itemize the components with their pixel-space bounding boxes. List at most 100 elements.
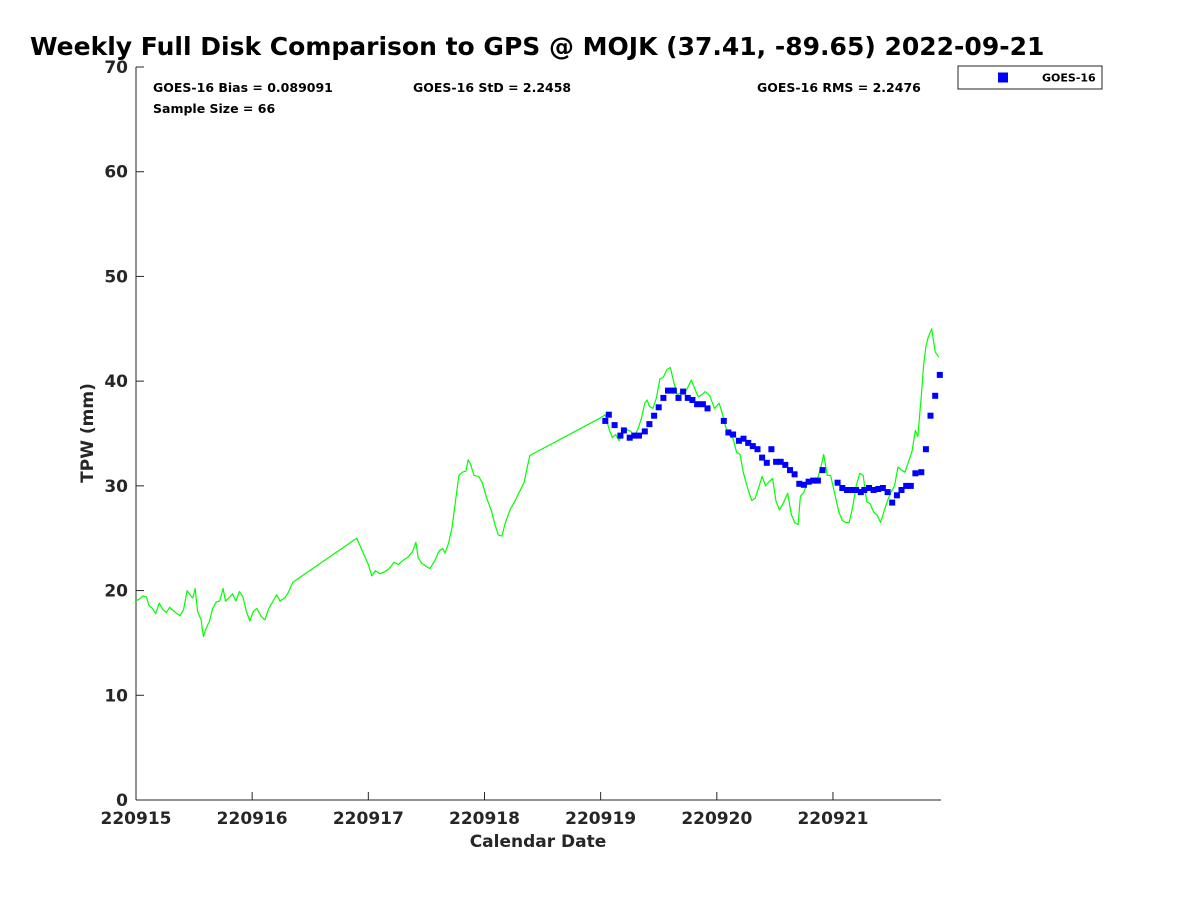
goes16-point — [810, 477, 817, 484]
goes16-point — [853, 487, 860, 493]
goes16-point — [932, 392, 939, 399]
goes16-point — [884, 489, 891, 496]
goes16-point — [796, 480, 803, 487]
gps-line — [135, 328, 940, 638]
y-axis-label: TPW (mm) — [78, 383, 98, 483]
legend-entry-goes16: GOES-16 — [1042, 72, 1096, 85]
goes16-point — [680, 388, 687, 395]
goes16-point — [848, 487, 855, 493]
goes16-point — [660, 394, 667, 401]
goes16-point — [636, 432, 642, 439]
y-tick-label: 20 — [104, 582, 128, 602]
y-axis-ticks: 0 10 20 30 40 50 60 70 — [104, 58, 144, 811]
goes16-point — [927, 412, 934, 419]
goes16-point — [617, 432, 624, 439]
stat-sample-size: Sample Size = 66 — [153, 101, 275, 116]
x-tick-label: 220918 — [449, 809, 520, 829]
goes16-point — [870, 487, 877, 493]
goes16-point — [620, 427, 627, 434]
goes16-point — [749, 443, 756, 450]
goes16-point — [893, 492, 900, 499]
goes16-point — [782, 461, 789, 468]
legend: GOES-16 — [957, 65, 1103, 90]
axes-background — [136, 67, 941, 800]
goes16-point — [631, 432, 638, 439]
goes16-point — [754, 446, 761, 453]
x-tick-label: 220915 — [101, 809, 172, 829]
x-tick-label: 220919 — [565, 809, 636, 829]
gps-line-series — [135, 328, 940, 638]
y-tick-label: 50 — [104, 267, 128, 287]
goes16-point — [936, 371, 943, 378]
goes16-point — [800, 481, 807, 488]
x-tick-label: 220920 — [681, 809, 752, 829]
goes16-marker-series — [602, 371, 943, 506]
goes16-point — [861, 487, 868, 493]
goes16-point — [819, 467, 826, 474]
goes16-point — [699, 401, 706, 408]
goes16-point — [834, 479, 841, 486]
goes16-point — [903, 482, 910, 489]
goes16-point — [655, 404, 662, 411]
goes16-point — [866, 485, 872, 491]
goes16-point — [651, 412, 658, 419]
goes16-point — [725, 429, 732, 436]
goes16-point — [670, 387, 677, 394]
y-tick-label: 70 — [104, 58, 128, 78]
goes16-point — [805, 478, 812, 485]
stat-rms: GOES-16 RMS = 2.2476 — [757, 80, 921, 95]
x-tick-label: 220916 — [217, 809, 288, 829]
goes16-point — [735, 437, 742, 444]
goes16-point — [922, 446, 929, 453]
legend-marker — [998, 72, 1008, 83]
goes16-point — [898, 487, 905, 493]
goes16-point — [626, 434, 633, 441]
goes16-point — [675, 394, 682, 401]
goes16-point — [745, 439, 752, 446]
goes16-point — [684, 394, 691, 401]
goes16-point — [907, 482, 914, 489]
goes16-point — [730, 431, 737, 438]
x-axis-ticks: 220915 220916 220917 220918 220919 220920 2209… — [101, 792, 868, 829]
y-tick-label: 60 — [104, 163, 128, 183]
goes16-point — [791, 471, 798, 478]
goes16-point — [918, 469, 925, 476]
goes16-point — [689, 397, 696, 403]
goes16-point — [611, 422, 618, 429]
stat-std: GOES-16 StD = 2.2458 — [413, 80, 571, 95]
goes16-point — [720, 417, 727, 424]
legend-box — [957, 65, 1103, 90]
goes16-point — [773, 458, 780, 465]
goes16-point — [694, 401, 701, 408]
chart-title: Weekly Full Disk Comparison to GPS @ MOJ… — [30, 32, 1044, 61]
goes16-point — [704, 405, 711, 412]
plot-area: 220915 220916 220917 220918 220919 220920 2209… — [101, 58, 943, 829]
goes16-point — [777, 458, 784, 465]
goes16-point — [879, 485, 886, 491]
goes16-point — [857, 489, 864, 496]
goes16-point — [665, 387, 671, 394]
goes16-point — [759, 454, 766, 461]
goes16-point — [740, 435, 747, 442]
goes16-point — [763, 459, 770, 466]
goes16-point — [889, 499, 896, 506]
goes16-point — [641, 428, 648, 435]
goes16-point — [843, 487, 850, 493]
goes16-point — [787, 467, 793, 474]
y-tick-label: 10 — [104, 686, 128, 706]
goes16-point — [839, 485, 846, 491]
y-tick-label: 0 — [116, 791, 128, 811]
goes16-point — [814, 477, 821, 484]
goes16-point — [602, 417, 609, 424]
y-tick-label: 30 — [104, 477, 128, 497]
goes16-point — [912, 470, 919, 477]
goes16-point — [875, 486, 882, 492]
goes16-point — [646, 421, 653, 428]
goes16-point — [605, 411, 612, 418]
x-axis-label: Calendar Date — [470, 832, 607, 852]
stat-bias: GOES-16 Bias = 0.089091 — [153, 80, 333, 95]
goes16-point — [768, 446, 775, 453]
x-tick-label: 220921 — [797, 809, 868, 829]
y-tick-label: 40 — [104, 372, 128, 392]
